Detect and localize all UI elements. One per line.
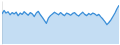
plot (2, 2, 119, 45)
area (2, 5, 119, 44)
chart (0, 0, 120, 45)
series (2, 5, 119, 44)
line (2, 5, 119, 24)
